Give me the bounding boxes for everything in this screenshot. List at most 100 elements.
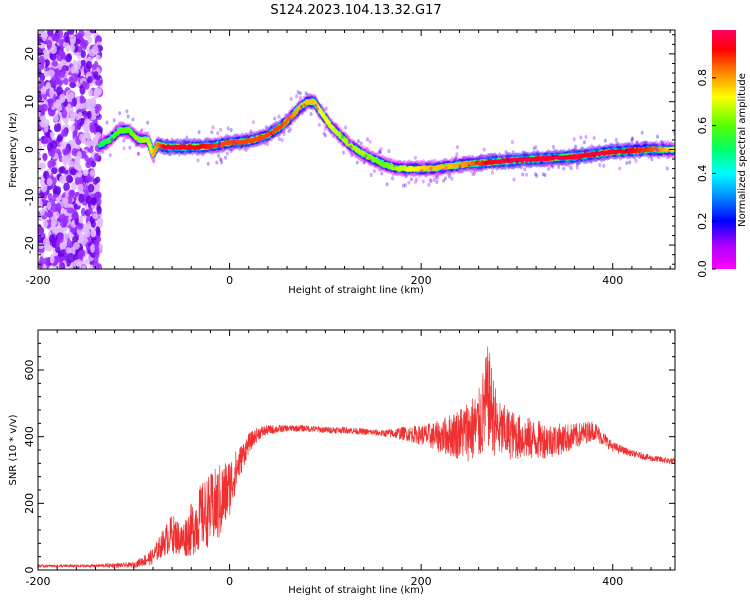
noise-speck [64, 35, 71, 44]
noise-speck [92, 261, 100, 269]
noise-speck [47, 160, 55, 169]
ridge-speck [251, 120, 255, 125]
noise-speck [66, 238, 72, 249]
colorbar-gradient [712, 30, 736, 269]
ridge-speck [366, 137, 370, 142]
noise-speck [42, 219, 48, 229]
ridge-speck [481, 167, 485, 172]
noise-speck [95, 226, 101, 234]
ridge-speck [634, 158, 638, 163]
ridge-speck [343, 125, 347, 130]
noise-speck [70, 124, 76, 132]
ridge-speck [197, 130, 201, 135]
noise-speck [51, 60, 58, 67]
snr-series-line [38, 346, 675, 569]
ridge-speck [666, 151, 670, 156]
ridge-speck [340, 134, 344, 139]
ridge-speck [472, 171, 476, 176]
ridge-speck [404, 173, 408, 178]
ridge-speck [220, 160, 224, 165]
noise-speck [68, 91, 75, 99]
noise-speck [95, 131, 102, 139]
noise-speck [78, 233, 84, 243]
noise-speck [86, 132, 91, 141]
ridge-speck [364, 153, 368, 158]
ridge-speck [118, 111, 122, 116]
ridge-speck [369, 173, 373, 178]
ridge-speck [288, 127, 292, 132]
ridge-speck [393, 163, 397, 168]
ridge-speck [139, 129, 143, 134]
ridge-speck [582, 140, 586, 145]
ridge-speck [342, 150, 346, 155]
noise-speck [46, 210, 52, 218]
ridge-speck [444, 176, 448, 181]
colorbar-tick-label: 0.2 [696, 212, 709, 230]
noise-speck [89, 121, 95, 131]
ridge-speck [355, 160, 359, 165]
ridge-speck [379, 146, 383, 151]
y-tick-label: 600 [23, 360, 36, 381]
ridge-speck [615, 141, 619, 146]
noise-speck [70, 65, 77, 74]
noise-speck [41, 184, 48, 193]
ridge-speck [303, 103, 307, 108]
noise-speck [59, 213, 67, 223]
noise-speck [94, 152, 99, 162]
noise-speck [38, 137, 42, 145]
ridge-speck [258, 132, 262, 137]
snr-x-axis-label: Height of straight line (km) [288, 585, 424, 596]
y-tick-label: 400 [23, 426, 36, 447]
noise-speck [90, 228, 97, 238]
y-tick-label: -20 [23, 236, 36, 254]
noise-speck [94, 106, 100, 114]
ridge-speck [455, 145, 459, 150]
noise-speck [46, 201, 52, 211]
ridge-speck [323, 126, 327, 131]
ridge-speck [640, 130, 644, 135]
ridge-speck [378, 149, 382, 154]
noise-speck [62, 148, 70, 156]
ridge-speck [349, 145, 353, 150]
ridge-speck [434, 175, 438, 180]
ridge-speck [211, 125, 215, 130]
ridge-speck [224, 155, 228, 160]
ridge-speck [454, 155, 458, 160]
ridge-speck [631, 136, 635, 141]
noise-speck [55, 122, 62, 132]
ridge-speck [500, 155, 504, 160]
y-tick-label: 10 [23, 95, 36, 109]
ridge-speck [661, 144, 665, 149]
noise-speck [65, 174, 73, 184]
ridge-speck [571, 148, 575, 153]
ridge-speck [442, 170, 446, 175]
noise-speck [88, 147, 94, 154]
spectrogram-panel: -200 0 200 400 -20 -10 0 10 20 Height of straig… [8, 29, 676, 296]
ridge-speck [135, 131, 139, 136]
ridge-speck [217, 141, 221, 146]
noise-speck [38, 110, 41, 118]
noise-speck [53, 211, 60, 220]
noise-speck [81, 136, 87, 144]
ridge-speck [545, 160, 549, 165]
ridge-speck [304, 91, 308, 96]
ridge-speck [335, 136, 339, 141]
ridge-speck [393, 169, 397, 174]
noise-speck [59, 241, 66, 250]
ridge-speck [479, 168, 483, 173]
snr-x-ticks: -200 0 200 400 [26, 330, 671, 588]
ridge-speck [372, 168, 376, 173]
ridge-speck [122, 138, 126, 143]
ridge-speck [479, 154, 483, 159]
ridge-speck [362, 156, 366, 161]
ridge-speck [165, 138, 169, 143]
noise-speck [39, 114, 46, 122]
noise-speck [66, 196, 73, 204]
ridge-speck [579, 135, 583, 140]
noise-speck [84, 31, 90, 39]
ridge-speck [219, 157, 223, 162]
noise-speck [60, 166, 66, 174]
ridge-speck [534, 172, 538, 177]
ridge-speck [655, 148, 659, 153]
